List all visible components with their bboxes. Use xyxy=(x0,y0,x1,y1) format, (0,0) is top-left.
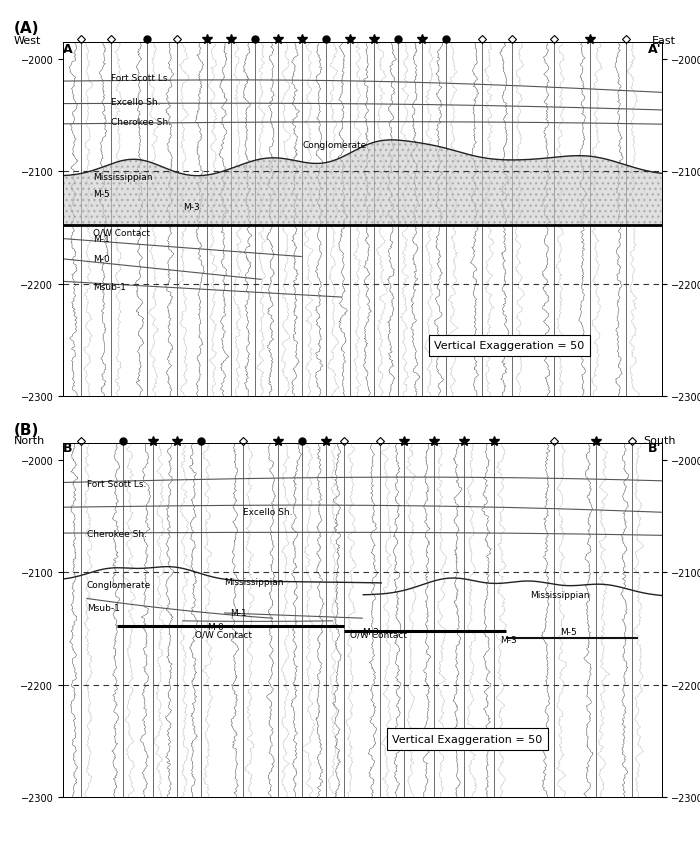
Text: O/W Contact: O/W Contact xyxy=(195,630,252,639)
Text: (B): (B) xyxy=(14,422,39,438)
Text: M-1: M-1 xyxy=(93,235,110,244)
Text: M-0: M-0 xyxy=(93,255,110,264)
Text: Vertical Exaggeration = 50: Vertical Exaggeration = 50 xyxy=(392,734,542,744)
Text: M-3: M-3 xyxy=(500,635,517,645)
Text: A': A' xyxy=(648,43,662,55)
Text: Msub-1: Msub-1 xyxy=(93,283,126,292)
Text: M-1: M-1 xyxy=(230,608,247,618)
Text: Cherokee Sh.: Cherokee Sh. xyxy=(87,530,147,539)
Text: East: East xyxy=(652,36,676,46)
Text: O/W Contact: O/W Contact xyxy=(93,228,150,237)
Text: B: B xyxy=(63,442,73,455)
Text: Msub-1: Msub-1 xyxy=(87,603,120,612)
Text: North: North xyxy=(14,435,46,445)
Text: West: West xyxy=(14,36,41,46)
Text: Conglomerate: Conglomerate xyxy=(87,580,151,589)
Text: M-3: M-3 xyxy=(363,628,379,636)
Text: M-5: M-5 xyxy=(93,189,110,199)
Text: Mississippian: Mississippian xyxy=(530,590,589,600)
Text: Fort Scott Ls.: Fort Scott Ls. xyxy=(111,74,170,83)
Text: Mississippian: Mississippian xyxy=(93,173,153,182)
Text: A: A xyxy=(63,43,73,55)
Text: Vertical Exaggeration = 50: Vertical Exaggeration = 50 xyxy=(434,341,584,351)
Text: Mississippian: Mississippian xyxy=(225,577,284,586)
Text: M-3: M-3 xyxy=(183,203,200,212)
Text: Fort Scott Ls.: Fort Scott Ls. xyxy=(87,479,146,488)
Text: Cherokee Sh.: Cherokee Sh. xyxy=(111,118,171,127)
Text: South: South xyxy=(643,435,676,445)
Text: Excello Sh.: Excello Sh. xyxy=(111,97,160,107)
Text: O/W Contact: O/W Contact xyxy=(350,630,407,639)
Text: Excello Sh.: Excello Sh. xyxy=(242,508,292,516)
Text: (A): (A) xyxy=(14,21,39,37)
Text: M-0: M-0 xyxy=(206,622,223,631)
Text: Conglomerate: Conglomerate xyxy=(302,142,367,150)
Text: M-5: M-5 xyxy=(560,628,577,636)
Text: B': B' xyxy=(648,442,662,455)
